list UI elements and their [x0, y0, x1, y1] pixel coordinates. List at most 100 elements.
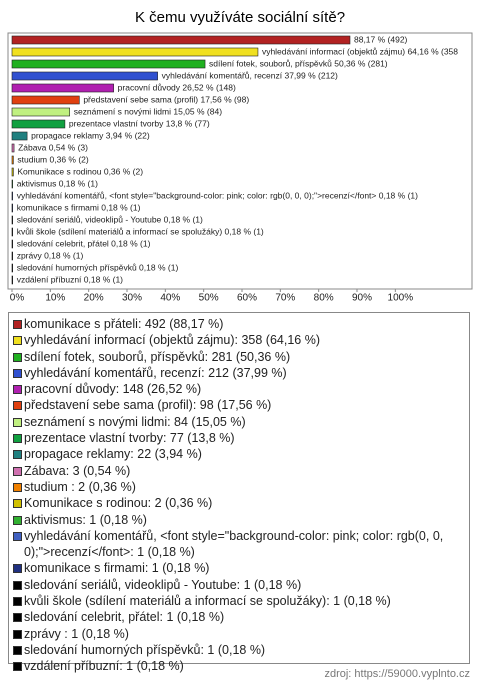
legend-label: seznámení s novými lidmi: 84 (15,05 %): [24, 414, 246, 429]
bar: [11, 263, 13, 273]
legend-item: aktivismus: 1 (0,18 %): [13, 512, 465, 528]
legend-swatch: [13, 385, 22, 395]
legend-label: vyhledávání informací (objektů zájmu): 3…: [24, 333, 320, 348]
bar-label: pracovní důvody 26,52 % (148): [118, 82, 236, 92]
x-tick-label: 90%: [352, 293, 372, 304]
legend-item: Zábava: 3 (0,54 %): [13, 463, 465, 479]
legend-label: komunikace s firmami: 1 (0,18 %): [24, 561, 210, 576]
bar: [11, 119, 66, 129]
bar: [11, 35, 351, 45]
bar: [11, 167, 14, 177]
legend-item: zprávy : 1 (0,18 %): [13, 626, 465, 642]
legend-label: sdílení fotek, souborů, příspěvků: 281 (…: [24, 349, 291, 364]
legend-label: komunikace s přáteli: 492 (88,17 %): [24, 317, 224, 331]
legend-label: sledování seriálů, videoklipů - Youtube:…: [24, 577, 302, 592]
legend-swatch: [13, 613, 22, 623]
legend-label: studium : 2 (0,36 %): [24, 479, 136, 494]
bar: [11, 215, 13, 225]
bar-label: představení sebe sama (profil) 17,56 % (…: [83, 94, 249, 104]
bar: [11, 59, 206, 69]
legend-item: seznámení s novými lidmi: 84 (15,05 %): [13, 414, 465, 430]
bar: [11, 95, 80, 105]
legend-label: sledování humorných příspěvků: 1 (0,18 %…: [24, 642, 266, 657]
bar-label: komunikace s firmami 0,18 % (1): [17, 202, 141, 212]
bar: [11, 227, 13, 237]
legend-item: sledování seriálů, videoklipů - Youtube:…: [13, 577, 465, 593]
bar: [11, 179, 13, 189]
bar: [11, 191, 13, 201]
bar-label: propagace reklamy 3,94 % (22): [31, 130, 150, 140]
legend-item: propagace reklamy: 22 (3,94 %): [13, 446, 465, 462]
bar-label: sledování seriálů, videoklipů - Youtube …: [17, 214, 203, 224]
x-tick-label: 10%: [45, 293, 65, 304]
bar: [11, 107, 70, 117]
legend-swatch: [13, 515, 22, 525]
bar: [11, 47, 259, 57]
bar-label: 88,17 % (492): [354, 34, 408, 44]
legend-label: Zábava: 3 (0,54 %): [24, 463, 131, 478]
legend-item: studium : 2 (0,36 %): [13, 479, 465, 495]
bar-label: vyhledávání komentářů, recenzí 37,99 % (…: [162, 70, 338, 80]
legend-swatch: [13, 597, 22, 607]
x-tick-label: 100%: [388, 293, 414, 304]
legend-label: vyhledávání komentářů, recenzí: 212 (37,…: [24, 365, 287, 380]
legend-item: sdílení fotek, souborů, příspěvků: 281 (…: [13, 349, 465, 365]
x-tick-label: 0%: [10, 293, 25, 304]
bar-label: Zábava 0,54 % (3): [18, 142, 88, 152]
legend-swatch: [13, 336, 22, 346]
legend-swatch: [13, 368, 22, 378]
legend-item: představení sebe sama (profil): 98 (17,5…: [13, 397, 465, 413]
legend-swatch: [13, 482, 22, 492]
legend-label: aktivismus: 1 (0,18 %): [24, 512, 147, 527]
legend-label: sledování celebrit, přátel: 1 (0,18 %): [24, 610, 225, 625]
source: zdroj: https://59000.vyplnto.cz: [324, 668, 470, 680]
legend-label: prezentace vlastní tvorby: 77 (13,8 %): [24, 431, 235, 446]
x-tick-label: 60%: [237, 293, 257, 304]
legend-swatch: [13, 320, 22, 329]
legend-swatch: [13, 531, 22, 541]
legend-swatch: [13, 564, 22, 574]
bar-label: prezentace vlastní tvorby 13,8 % (77): [69, 118, 210, 128]
legend-label: vzdálení příbuzní: 1 (0,18 %): [24, 659, 184, 674]
legend-item: komunikace s přáteli: 492 (88,17 %): [13, 316, 465, 332]
x-tick-label: 40%: [160, 293, 180, 304]
bar: [11, 131, 28, 141]
legend-label: propagace reklamy: 22 (3,94 %): [24, 447, 202, 462]
bar-label: zprávy 0,18 % (1): [17, 250, 84, 260]
chart: K čemu využíváte sociální sítě? 0% 10% 20%…: [7, 9, 473, 304]
bar: [11, 239, 13, 249]
bar-label: kvůli škole (sdílení materiálů a informa…: [17, 226, 264, 236]
bar-label: vzdálení příbuzní 0,18 % (1): [17, 274, 123, 284]
legend-swatch: [13, 645, 22, 655]
bar-label: vyhledávání komentářů, <font style="back…: [17, 190, 418, 200]
legend-swatch: [13, 401, 22, 411]
bar-label: Komunikace s rodinou 0,36 % (2): [17, 166, 143, 176]
legend-item: vyhledávání komentářů, recenzí: 212 (37,…: [13, 365, 465, 381]
legend-item: pracovní důvody: 148 (26,52 %): [13, 381, 465, 397]
chart-title: K čemu využíváte sociální sítě?: [135, 9, 345, 26]
bar-label: vyhledávání informací (objektů zájmu) 64…: [262, 46, 458, 56]
legend-swatch: [13, 662, 22, 672]
bar-label: aktivismus 0,18 % (1): [17, 178, 98, 188]
legend-label: kvůli škole (sdílení materiálů a informa…: [24, 594, 391, 609]
legend-item: sledování humorných příspěvků: 1 (0,18 %…: [13, 642, 465, 658]
bar-label: sledování celebrit, přátel 0,18 % (1): [17, 238, 151, 248]
legend-item: Komunikace s rodinou: 2 (0,36 %): [13, 495, 465, 511]
bar-label: seznámení s novými lidmi 15,05 % (84): [74, 106, 223, 116]
legend-swatch: [13, 450, 22, 460]
bar: [11, 83, 114, 93]
legend-item: vyhledávání komentářů, <font style="back…: [13, 528, 465, 561]
x-tick-label: 30%: [122, 293, 142, 304]
legend-swatch: [13, 580, 22, 590]
plot-frame: [7, 32, 473, 290]
legend-label: zprávy : 1 (0,18 %): [24, 626, 129, 641]
bar-label: sledování humorných příspěvků 0,18 % (1): [17, 262, 179, 272]
legend-swatch: [13, 466, 22, 476]
legend-label: pracovní důvody: 148 (26,52 %): [24, 382, 202, 397]
legend-item: sledování celebrit, přátel: 1 (0,18 %): [13, 609, 465, 625]
x-tick-label: 20%: [84, 293, 104, 304]
bar: [11, 71, 158, 81]
legend-item: komunikace s firmami: 1 (0,18 %): [13, 560, 465, 576]
x-tick-label: 70%: [275, 293, 295, 304]
legend-swatch: [13, 499, 22, 509]
